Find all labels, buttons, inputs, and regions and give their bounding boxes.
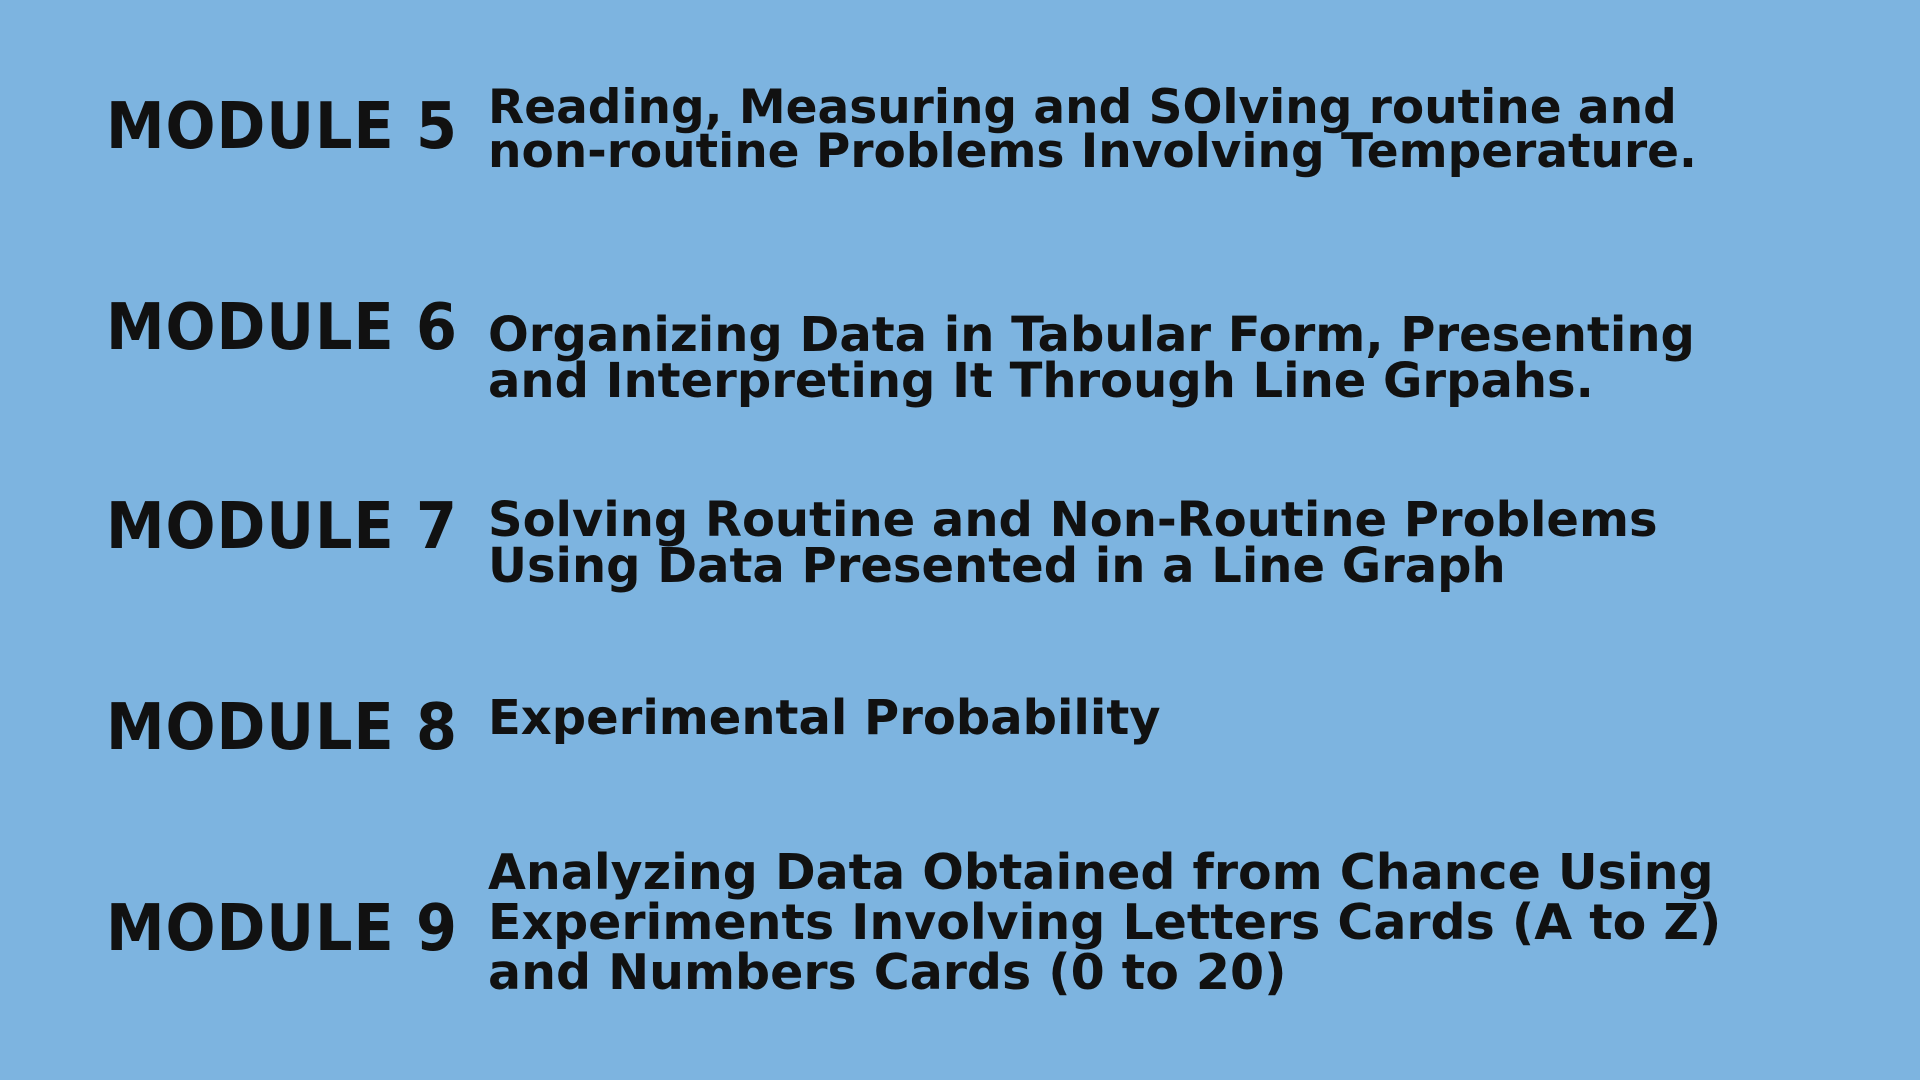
module-6-description: Organizing Data in Tabular Form, Present… bbox=[488, 307, 1695, 409]
module-9-description: Analyzing Data Obtained from Chance Usin… bbox=[488, 844, 1722, 1001]
module-8-label: MODULE 8 bbox=[106, 691, 458, 765]
module-5-description: Reading, Measuring and SOlving routine a… bbox=[488, 80, 1697, 179]
module-5-label: MODULE 5 bbox=[106, 90, 458, 164]
module-7-label: MODULE 7 bbox=[106, 490, 458, 564]
module-7-description: Solving Routine and Non-Routine Problems… bbox=[488, 492, 1658, 594]
module-9-label: MODULE 9 bbox=[106, 892, 458, 966]
module-8-description: Experimental Probability bbox=[488, 690, 1161, 746]
module-6-label: MODULE 6 bbox=[106, 291, 458, 365]
